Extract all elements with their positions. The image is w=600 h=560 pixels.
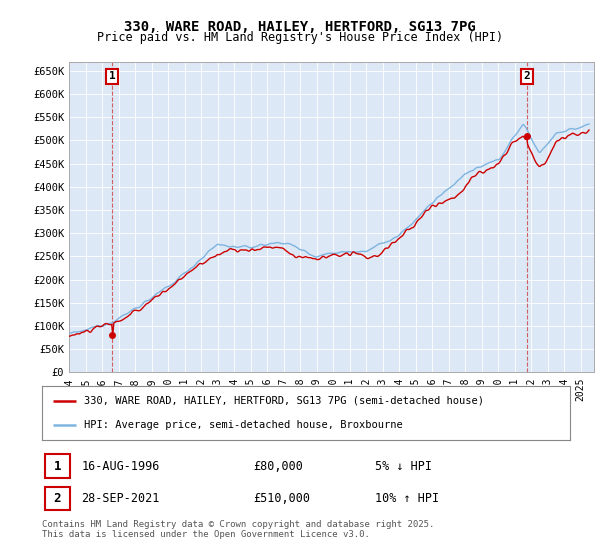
Text: 2: 2 <box>53 492 61 505</box>
Text: £510,000: £510,000 <box>253 492 310 505</box>
Text: 330, WARE ROAD, HAILEY, HERTFORD, SG13 7PG: 330, WARE ROAD, HAILEY, HERTFORD, SG13 7… <box>124 20 476 34</box>
Text: 10% ↑ HPI: 10% ↑ HPI <box>374 492 439 505</box>
Text: HPI: Average price, semi-detached house, Broxbourne: HPI: Average price, semi-detached house,… <box>84 420 403 430</box>
Text: 28-SEP-2021: 28-SEP-2021 <box>82 492 160 505</box>
Text: Contains HM Land Registry data © Crown copyright and database right 2025.
This d: Contains HM Land Registry data © Crown c… <box>42 520 434 539</box>
Text: 330, WARE ROAD, HAILEY, HERTFORD, SG13 7PG (semi-detached house): 330, WARE ROAD, HAILEY, HERTFORD, SG13 7… <box>84 396 484 406</box>
FancyBboxPatch shape <box>44 455 70 478</box>
Text: 1: 1 <box>53 460 61 473</box>
FancyBboxPatch shape <box>44 487 70 510</box>
Text: 1: 1 <box>109 72 116 81</box>
Text: 2: 2 <box>524 72 530 81</box>
Text: £80,000: £80,000 <box>253 460 303 473</box>
Text: 16-AUG-1996: 16-AUG-1996 <box>82 460 160 473</box>
Text: Price paid vs. HM Land Registry's House Price Index (HPI): Price paid vs. HM Land Registry's House … <box>97 31 503 44</box>
Text: 5% ↓ HPI: 5% ↓ HPI <box>374 460 431 473</box>
